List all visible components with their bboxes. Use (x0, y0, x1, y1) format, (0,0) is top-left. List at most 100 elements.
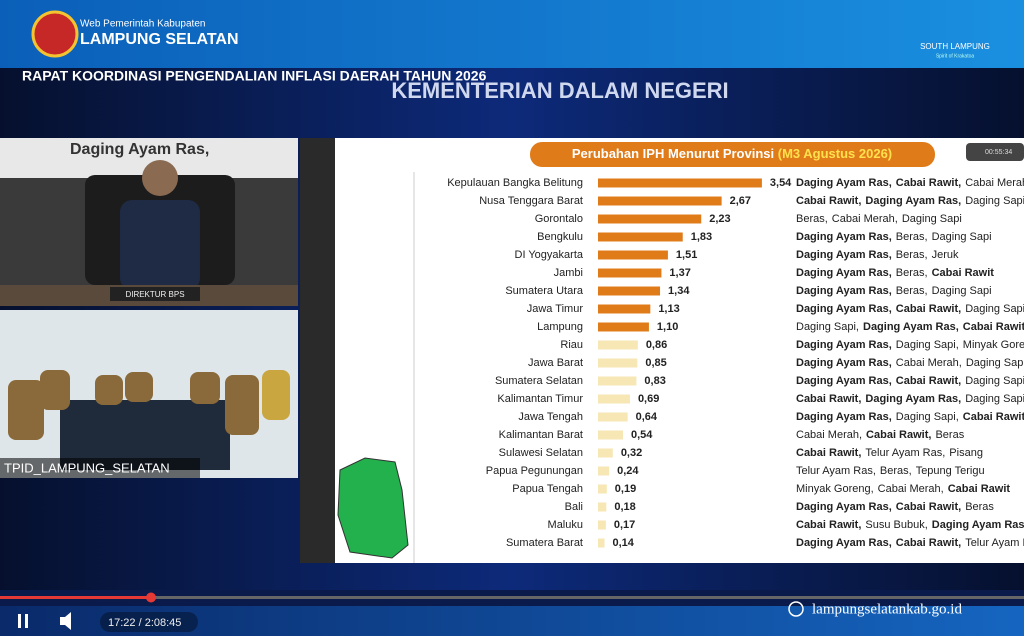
commodity: Daging Sapi (932, 285, 992, 297)
bar (598, 286, 661, 296)
commodity: Cabai Rawit, (796, 393, 861, 405)
commodity: Daging Sapi (932, 231, 992, 243)
bar (598, 394, 630, 404)
value-label: 0,85 (645, 357, 666, 369)
commodity-list: Cabai Rawit, Telur Ayam Ras, Pisang (796, 447, 983, 459)
commodity: Cabai Merah, (832, 213, 898, 225)
commodity: Daging Ayam Ras, (796, 231, 892, 243)
pause-button[interactable] (25, 614, 28, 628)
site-label: Web Pemerintah Kabupaten (80, 19, 205, 30)
category-label: Jawa Tengah (518, 411, 583, 423)
bar (598, 196, 722, 206)
bar (598, 502, 607, 512)
bar (598, 214, 702, 224)
commodity: Beras, (896, 249, 928, 261)
value-label: 0,64 (636, 411, 658, 423)
value-label: 1,34 (668, 285, 690, 297)
commodity: Daging Sapi (965, 303, 1024, 315)
commodity: Cabai Merah (965, 177, 1024, 189)
commodity: Daging Sapi, (896, 411, 959, 423)
volume-button[interactable] (60, 612, 71, 630)
commodity-list: Daging Ayam Ras, Daging Sapi, Minyak Goren… (796, 339, 1024, 351)
chart-title: Perubahan IPH Menurut Provinsi (M3 Agust… (572, 146, 892, 161)
value-label: 3,54 (770, 177, 792, 189)
value-label: 1,83 (691, 231, 712, 243)
commodity: Daging Ayam Ras, (796, 177, 892, 189)
value-label: 1,13 (658, 303, 679, 315)
commodity: Daging Ayam Ras, (796, 375, 892, 387)
commodity-list: Beras, Cabai Merah, Daging Sapi (796, 213, 962, 225)
commodity: Cabai Rawit, (896, 375, 961, 387)
commodity: Cabai Merah, (896, 357, 962, 369)
pause-button[interactable] (18, 614, 21, 628)
value-label: 1,37 (669, 267, 690, 279)
value-label: 0,19 (615, 483, 636, 495)
commodity-list: Cabai Rawit, Susu Bubuk, Daging Ayam Ras (796, 519, 1024, 531)
commodity-list: Daging Ayam Ras, Daging Sapi, Cabai Rawit (796, 411, 1024, 423)
commodity: Cabai Rawit, (796, 519, 861, 531)
commodity-list: Cabai Rawit, Daging Ayam Ras, Daging Sapi (796, 195, 1024, 207)
nameplate-text: DIREKTUR BPS (125, 290, 184, 299)
category-label: Sumatera Utara (505, 285, 584, 297)
value-label: 0,86 (646, 339, 667, 351)
bar (598, 520, 606, 530)
event-title: RAPAT KOORDINASI PENGENDALIAN INFLASI DA… (22, 68, 487, 84)
commodity: Daging Sapi (966, 357, 1024, 369)
commodity: Daging Ayam Ras, (796, 249, 892, 261)
commodity-list: Daging Ayam Ras, Cabai Rawit, Cabai Merah (796, 177, 1024, 189)
value-label: 0,24 (617, 465, 639, 477)
commodity: Daging Ayam Ras, (796, 537, 892, 549)
commodity-list: Daging Ayam Ras, Cabai Merah, Daging Sapi (796, 357, 1024, 369)
commodity-list: Minyak Goreng, Cabai Merah, Cabai Rawit (796, 483, 1010, 495)
commodity: Daging Sapi (902, 213, 962, 225)
brand-tagline: Spirit of Krakatoa (936, 53, 975, 59)
category-label: Jambi (554, 267, 583, 279)
value-label: 2,23 (709, 213, 730, 225)
value-label: 0,17 (614, 519, 635, 531)
commodity: Daging Sapi, (796, 321, 859, 333)
commodity: Daging Ayam Ras, (796, 501, 892, 513)
value-label: 1,10 (657, 321, 678, 333)
bar (598, 538, 605, 548)
category-label: Kalimantan Timur (497, 393, 583, 405)
bar (598, 304, 651, 314)
site-name: LAMPUNG SELATAN (80, 31, 239, 48)
chart: Kepulauan Bangka Belitung 3,54 Daging Ayam… (447, 177, 1024, 549)
category-label: Lampung (537, 321, 583, 333)
scrubber[interactable] (146, 592, 156, 603)
commodity: Minyak Goreng, (796, 483, 874, 495)
commodity: Telur Ayam Ras, (865, 447, 945, 459)
value-label: 0,83 (644, 375, 665, 387)
value-label: 0,14 (612, 537, 634, 549)
subtitle: (M3 Agustus 2026) (778, 146, 892, 161)
commodity-list: Daging Ayam Ras, Beras, Jeruk (796, 249, 959, 261)
commodity: Cabai Rawit (948, 483, 1011, 495)
commodity: Daging Sapi (965, 393, 1024, 405)
commodity: Cabai Rawit, (896, 303, 961, 315)
bar (598, 484, 607, 494)
bar (598, 430, 624, 440)
person (120, 200, 200, 290)
commodity-list: Daging Ayam Ras, Cabai Rawit, Beras (796, 501, 994, 513)
commodity: Daging Ayam Ras, (796, 339, 892, 351)
commodity: Daging Ayam Ras, (863, 321, 959, 333)
nameplate (110, 287, 200, 301)
bar (598, 340, 638, 350)
category-label: Papua Tengah (512, 483, 583, 495)
commodity: Beras, (896, 231, 928, 243)
commodity: Daging Ayam Ras, (796, 303, 892, 315)
commodity-list: Daging Ayam Ras, Beras, Daging Sapi (796, 231, 992, 243)
progress (0, 596, 150, 599)
commodity: Daging Sapi (965, 195, 1024, 207)
category-label: Sumatera Barat (506, 537, 583, 549)
commodity: Cabai Rawit, (896, 501, 961, 513)
timer-bg (966, 143, 1024, 161)
commodity-list: Daging Ayam Ras, Beras, Cabai Rawit (796, 267, 994, 279)
commodity: Daging Ayam Ras, (796, 411, 892, 423)
commodity: Cabai Rawit, (896, 537, 961, 549)
commodity: Minyak Goreng (963, 339, 1024, 351)
people (8, 370, 290, 440)
title-pill (530, 142, 935, 167)
category-label: Kepulauan Bangka Belitung (447, 177, 583, 189)
commodity: Cabai Rawit (963, 321, 1024, 333)
